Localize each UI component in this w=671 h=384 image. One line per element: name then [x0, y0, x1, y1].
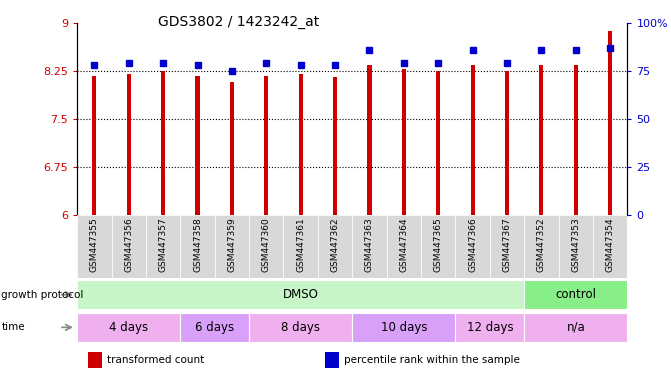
Bar [88, 353, 102, 368]
Bar [215, 215, 249, 278]
Bar [574, 65, 578, 215]
Bar [161, 71, 165, 215]
Bar [524, 280, 627, 310]
Bar [93, 76, 97, 215]
Bar [470, 65, 474, 215]
Text: GSM447360: GSM447360 [262, 217, 271, 272]
Bar [180, 313, 249, 342]
Bar [402, 69, 406, 215]
Bar [436, 71, 440, 215]
Text: 8 days: 8 days [281, 321, 320, 334]
Bar [318, 215, 352, 278]
Bar [559, 215, 593, 278]
Bar [421, 215, 456, 278]
Bar [368, 65, 372, 215]
Bar [299, 74, 303, 215]
Text: GSM447364: GSM447364 [399, 217, 409, 271]
Bar [111, 215, 146, 278]
Bar [505, 71, 509, 215]
Text: GSM447355: GSM447355 [90, 217, 99, 272]
Bar [77, 215, 111, 278]
Bar [249, 313, 352, 342]
Bar [386, 215, 421, 278]
Text: GDS3802 / 1423242_at: GDS3802 / 1423242_at [158, 15, 319, 29]
Text: GSM447362: GSM447362 [331, 217, 340, 271]
Text: GSM447352: GSM447352 [537, 217, 546, 271]
Text: 6 days: 6 days [195, 321, 234, 334]
Bar [230, 82, 234, 215]
Text: time: time [1, 322, 25, 333]
Bar [325, 353, 338, 368]
Text: GSM447359: GSM447359 [227, 217, 236, 272]
Text: n/a: n/a [566, 321, 585, 334]
Text: GSM447353: GSM447353 [571, 217, 580, 272]
Text: 4 days: 4 days [109, 321, 148, 334]
Text: GSM447365: GSM447365 [433, 217, 443, 272]
Bar [608, 31, 612, 215]
Bar [283, 215, 318, 278]
Bar [264, 76, 268, 215]
Text: GSM447356: GSM447356 [124, 217, 134, 272]
Text: GSM447361: GSM447361 [296, 217, 305, 272]
Text: GSM447367: GSM447367 [503, 217, 511, 272]
Text: growth protocol: growth protocol [1, 290, 84, 300]
Text: GSM447357: GSM447357 [158, 217, 168, 272]
Text: GSM447363: GSM447363 [365, 217, 374, 272]
Bar [352, 313, 456, 342]
Bar [593, 215, 627, 278]
Text: 12 days: 12 days [466, 321, 513, 334]
Text: 10 days: 10 days [380, 321, 427, 334]
Bar [249, 215, 283, 278]
Bar [524, 313, 627, 342]
Bar [180, 215, 215, 278]
Text: control: control [556, 288, 597, 301]
Bar [127, 74, 131, 215]
Bar [77, 280, 524, 310]
Bar [524, 215, 558, 278]
Bar [146, 215, 180, 278]
Text: transformed count: transformed count [107, 355, 205, 365]
Bar [539, 65, 544, 215]
Text: GSM447358: GSM447358 [193, 217, 202, 272]
Bar [195, 76, 199, 215]
Text: percentile rank within the sample: percentile rank within the sample [344, 355, 520, 365]
Text: GSM447366: GSM447366 [468, 217, 477, 272]
Bar [352, 215, 386, 278]
Text: DMSO: DMSO [282, 288, 319, 301]
Bar [456, 313, 524, 342]
Bar [77, 313, 180, 342]
Bar [456, 215, 490, 278]
Bar [490, 215, 524, 278]
Bar [333, 77, 337, 215]
Text: GSM447354: GSM447354 [606, 217, 615, 271]
